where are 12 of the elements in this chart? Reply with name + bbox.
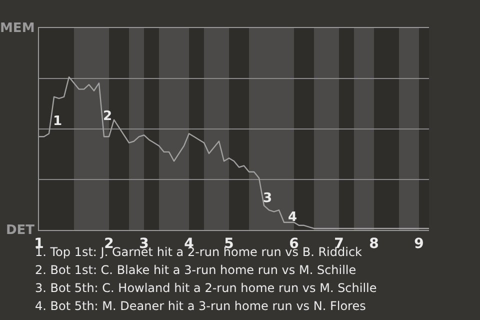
text: 3. Bot 5th: C. Howland hit a 2-run home run vs M. Schille [35, 281, 377, 295]
annotation: 4 [288, 210, 298, 225]
annotation: 2 [103, 109, 112, 124]
x-tick-label: 9 [414, 236, 424, 252]
text: 2. Bot 1st: C. Blake hit a 3-run home run vs M. Schille [35, 263, 356, 277]
annotation: 3 [263, 191, 272, 206]
annotation: 1 [53, 114, 62, 129]
text: DET [6, 223, 35, 238]
text: MEM [0, 21, 35, 36]
text: 4. Bot 5th: M. Deaner hit a 3-run home run vs N. Flores [35, 299, 366, 313]
x-tick-label: 2 [104, 236, 114, 252]
x-tick-label: 8 [369, 236, 379, 252]
